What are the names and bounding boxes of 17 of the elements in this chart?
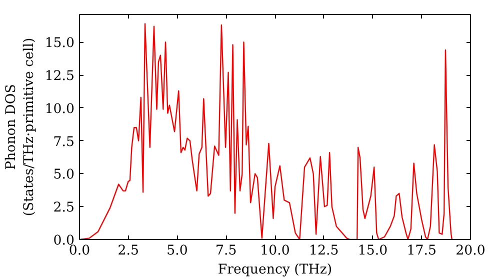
y-tick-label: 7.5	[53, 134, 75, 150]
y-tick-label: 5.0	[53, 168, 75, 183]
x-tick-label: 2.5	[118, 244, 139, 258]
x-axis-title: Frequency (THz)	[218, 262, 332, 278]
x-tick-label: 0.0	[68, 244, 90, 258]
y-tick-label: 12.5	[44, 69, 75, 84]
x-tick-label: 12.5	[309, 244, 339, 258]
x-tick-label: 17.5	[406, 244, 436, 258]
x-tick-label: 5.0	[166, 244, 188, 258]
y-tick-label: 15.0	[44, 36, 75, 52]
y-tick-label: 2.5	[53, 200, 75, 216]
x-tick-label: 10.0	[260, 244, 290, 258]
y-axis-title: Phonon DOS (States/THz·primitive cell)	[4, 38, 37, 216]
x-tick-label: 15.0	[358, 244, 388, 258]
x-tick-label: 7.5	[216, 244, 237, 258]
y-tick-label: 10.0	[44, 102, 75, 117]
x-tick-label: 20.0	[456, 244, 486, 258]
